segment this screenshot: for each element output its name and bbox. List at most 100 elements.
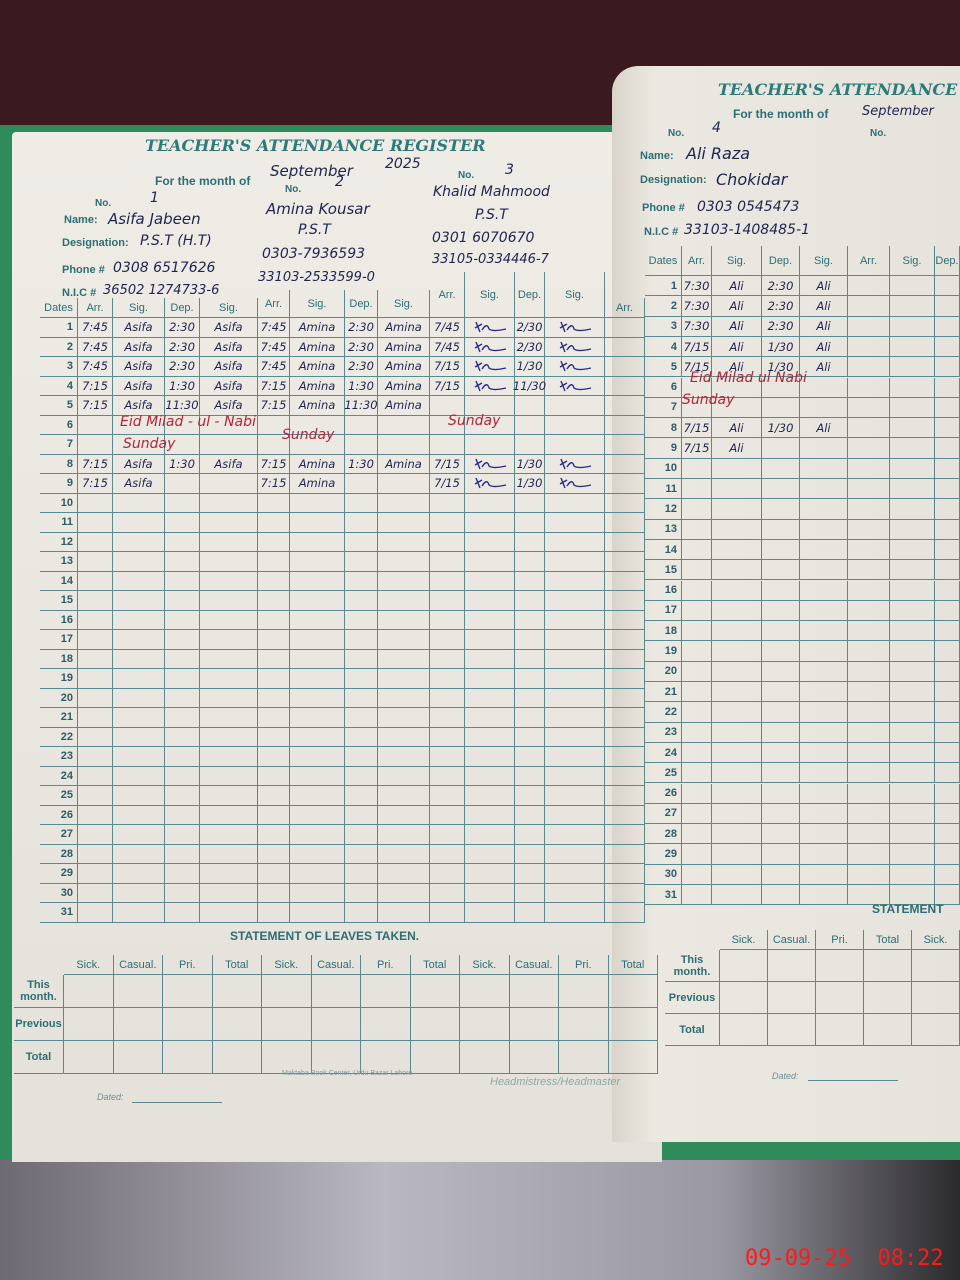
- attendance-cell: [165, 435, 200, 455]
- right-designation-label: Designation:: [640, 174, 707, 186]
- attendance-cell: [935, 803, 960, 825]
- leave-cell: [311, 1041, 361, 1074]
- attendance-cell: [762, 885, 800, 906]
- attendance-cell: [800, 519, 848, 540]
- attendance-cell: [800, 885, 848, 906]
- attendance-cell: [712, 621, 762, 642]
- leave-cell: [64, 1008, 114, 1041]
- attendance-cell: 7:30: [682, 296, 712, 317]
- attendance-cell: Amina: [378, 337, 430, 357]
- attendance-cell: 1:30: [345, 376, 378, 396]
- attendance-cell: [848, 661, 890, 682]
- leave-cell: [864, 982, 912, 1014]
- attendance-cell: 1/30: [762, 357, 800, 378]
- attendance-cell: [258, 688, 290, 708]
- attendance-cell: [200, 532, 258, 552]
- attendance-cell: [200, 864, 258, 884]
- attendance-cell: [345, 825, 378, 845]
- attendance-cell: [762, 458, 800, 479]
- attendance-cell: [605, 493, 645, 513]
- attendance-cell: [78, 649, 113, 669]
- attendance-cell: [848, 296, 890, 317]
- attendance-cell: [113, 571, 165, 591]
- attendance-cell: 7/15: [430, 357, 465, 377]
- attendance-cell: [113, 435, 165, 455]
- attendance-cell: [545, 318, 605, 338]
- attendance-cell: [545, 493, 605, 513]
- sunday-note-1: Sunday: [123, 436, 176, 452]
- teacher-no-4: 4: [712, 120, 721, 136]
- attendance-cell: [200, 649, 258, 669]
- attendance-cell: [762, 661, 800, 682]
- attendance-cell: [78, 825, 113, 845]
- attendance-cell: [345, 688, 378, 708]
- attendance-cell: 2/30: [515, 318, 545, 338]
- attendance-cell: [935, 357, 960, 378]
- attendance-cell: [378, 903, 430, 923]
- attendance-cell: [165, 649, 200, 669]
- right-dated-label: Dated:: [772, 1071, 799, 1081]
- attendance-cell: 2/30: [515, 337, 545, 357]
- attendance-cell: [258, 513, 290, 533]
- left-date-8: 8: [40, 454, 78, 474]
- left-date-10: 10: [40, 493, 78, 513]
- attendance-cell: [430, 708, 465, 728]
- attendance-cell: [430, 493, 465, 513]
- attendance-cell: Amina: [290, 474, 345, 494]
- attendance-cell: Ali: [800, 336, 848, 358]
- leave-column-header: Total: [212, 955, 262, 975]
- leave-cell: [311, 975, 361, 1008]
- leave-cell: [460, 1041, 510, 1074]
- attendance-cell: 7/15: [682, 357, 712, 378]
- attendance-cell: [290, 435, 345, 455]
- attendance-cell: [545, 727, 605, 747]
- attendance-cell: 7:15: [78, 396, 113, 416]
- attendance-cell: [848, 276, 890, 297]
- teacher-2-nic: 33103-2533599-0: [258, 270, 375, 285]
- sunday-note-3: Sunday: [448, 413, 501, 429]
- attendance-cell: [200, 825, 258, 845]
- attendance-cell: Ali: [712, 276, 762, 297]
- attendance-cell: Ali: [800, 316, 848, 337]
- leave-cell: [559, 1041, 609, 1074]
- attendance-cell: [605, 396, 645, 416]
- attendance-cell: [682, 560, 712, 581]
- attendance-cell: [545, 571, 605, 591]
- attendance-cell: [712, 479, 762, 500]
- right-date-20: 20: [645, 661, 682, 682]
- attendance-cell: [113, 786, 165, 806]
- attendance-cell: [605, 844, 645, 864]
- attendance-cell: [935, 641, 960, 662]
- attendance-cell: [258, 415, 290, 435]
- attendance-cell: [430, 688, 465, 708]
- attendance-cell: Asifa: [200, 376, 258, 396]
- leave-column-header: Pri.: [559, 955, 609, 975]
- attendance-cell: [935, 702, 960, 723]
- attendance-cell: 7:45: [258, 337, 290, 357]
- attendance-cell: [465, 513, 515, 533]
- attendance-cell: [712, 803, 762, 825]
- attendance-cell: [378, 669, 430, 689]
- attendance-cell: [378, 571, 430, 591]
- attendance-cell: [345, 571, 378, 591]
- attendance-cell: [515, 786, 545, 806]
- attendance-cell: [465, 825, 515, 845]
- attendance-cell: [800, 458, 848, 479]
- leave-column-header: Casual.: [113, 955, 163, 975]
- attendance-cell: [200, 669, 258, 689]
- attendance-cell: [113, 805, 165, 825]
- attendance-cell: [762, 702, 800, 723]
- signature-scribble: [559, 321, 591, 333]
- attendance-cell: [545, 747, 605, 767]
- attendance-cell: [345, 669, 378, 689]
- attendance-cell: [258, 766, 290, 786]
- attendance-cell: [682, 397, 712, 419]
- teacher-1-name: Asifa Jabeen: [108, 210, 201, 228]
- attendance-cell: [935, 742, 960, 764]
- attendance-cell: [430, 766, 465, 786]
- attendance-cell: [762, 682, 800, 703]
- attendance-cell: [165, 883, 200, 903]
- left-date-31: 31: [40, 903, 78, 923]
- attendance-cell: [345, 747, 378, 767]
- attendance-cell: [78, 552, 113, 572]
